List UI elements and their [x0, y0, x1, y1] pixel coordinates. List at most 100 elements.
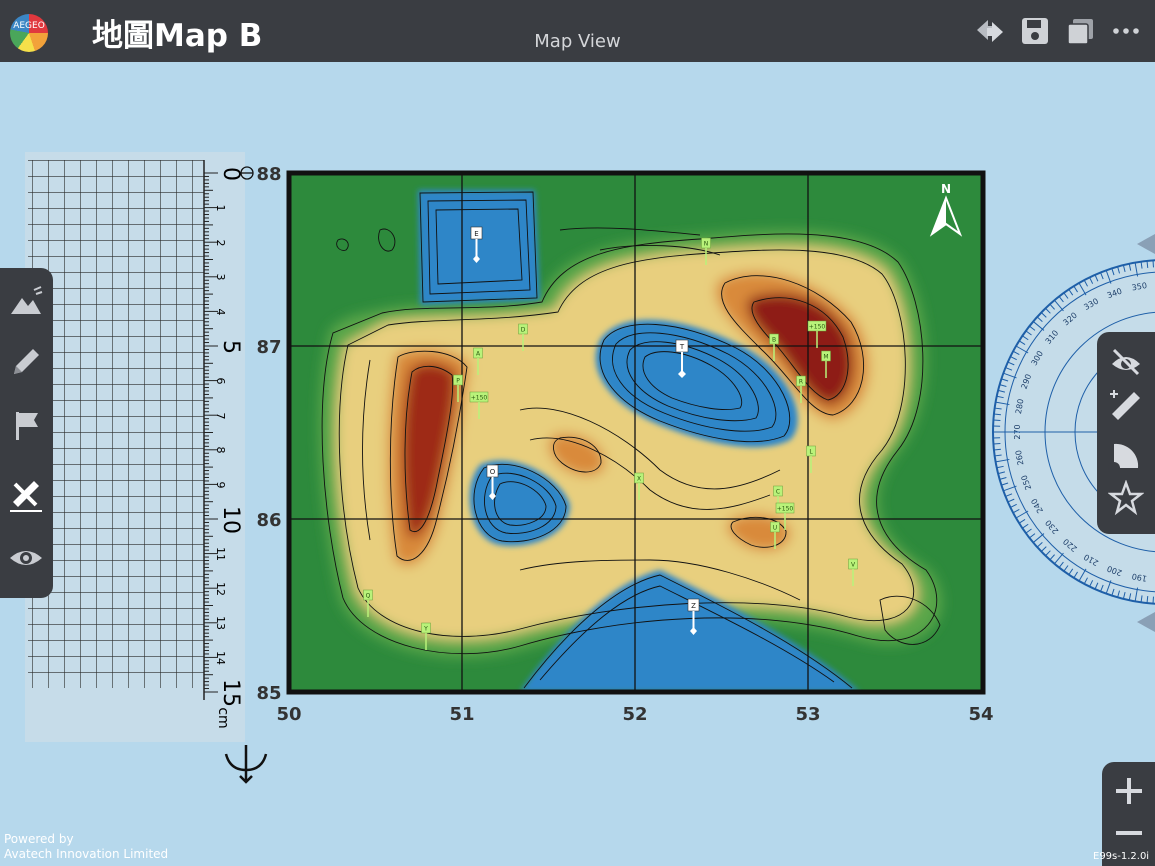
map-marker[interactable]: O	[486, 464, 499, 500]
protractor-tick	[1083, 279, 1088, 287]
map-marker-green[interactable]: P	[453, 374, 463, 402]
eye-hide-icon[interactable]	[1108, 342, 1144, 378]
protractor-tick	[1063, 292, 1069, 299]
protractor-tick	[996, 465, 1004, 469]
protractor-tick	[1122, 591, 1126, 600]
protractor-rotate-down-icon[interactable]	[1137, 612, 1155, 632]
map-marker-green[interactable]: B	[769, 333, 779, 361]
ruler-rotate-handle[interactable]	[240, 166, 254, 180]
y-label-87: 87	[256, 337, 281, 358]
map-marker-green[interactable]: D	[518, 323, 528, 351]
more-icon[interactable]	[1111, 16, 1141, 46]
view-title: Map View	[534, 31, 621, 52]
ruler-minor-9: 9	[214, 482, 227, 489]
protractor-label: 280	[1014, 398, 1026, 415]
page-title: 地圖Map B	[92, 18, 263, 54]
map-marker[interactable]: T	[675, 339, 689, 378]
marker-label: E	[474, 230, 478, 238]
upload-download-icon[interactable]	[975, 16, 1005, 46]
map-marker[interactable]: E	[470, 226, 483, 263]
ruler-minor-3: 3	[214, 274, 227, 281]
ruler-label-15: 15	[218, 679, 243, 707]
protractor-tick	[999, 384, 1007, 388]
green-markers[interactable]: N D A P +150 +150 M R B L X C +150 U V Q Y	[363, 237, 858, 650]
protractor-tick	[1111, 588, 1115, 596]
x-label-50: 50	[276, 704, 301, 725]
protractor-tick	[1029, 325, 1036, 331]
zoom-out-button[interactable]	[1112, 816, 1146, 850]
protractor-tick	[1111, 268, 1115, 276]
map-marker-green[interactable]: X	[634, 472, 644, 500]
ruler-minor-labels: 1 2 3 4 6 7 8 9 11 12 13 14	[214, 205, 227, 666]
protractor-tick	[994, 454, 1002, 457]
map-marker-green[interactable]: N	[701, 237, 711, 265]
map-marker-green[interactable]: L	[806, 445, 816, 473]
north-label: N	[941, 182, 951, 196]
protractor-tick	[1100, 584, 1104, 592]
layers-icon[interactable]	[1065, 16, 1095, 46]
protractor-tick	[1128, 593, 1132, 601]
marker-label: C	[776, 489, 780, 496]
map-marker-green[interactable]: V	[848, 558, 858, 586]
protractor-tick	[995, 458, 1010, 463]
ruler-minor-2: 2	[214, 240, 227, 247]
star-icon[interactable]	[1108, 480, 1144, 516]
pencil-icon[interactable]	[8, 344, 44, 380]
map-marker-green[interactable]: Y	[421, 622, 431, 650]
ruler-label-10: 10	[218, 506, 243, 534]
marker-label: P	[456, 378, 460, 385]
protractor-tick	[1078, 568, 1087, 582]
protractor-label: 190	[1131, 572, 1148, 584]
map-marker-green[interactable]: U	[770, 521, 780, 549]
protractor-rotate-up-icon[interactable]	[1137, 234, 1155, 254]
protractor-tick	[1036, 542, 1043, 548]
north-arrow: N	[929, 182, 963, 237]
protractor-tick	[1025, 330, 1032, 336]
topographic-map[interactable]: N 50 51 52 53 54 88 87 86 85 E	[256, 164, 993, 725]
protractor-tick	[1146, 596, 1149, 604]
ruler-grid	[28, 160, 204, 688]
eye-icon[interactable]	[8, 540, 44, 576]
map-marker-green[interactable]: Q	[363, 589, 373, 617]
marker-label: Q	[366, 593, 371, 600]
protractor-tick	[1054, 552, 1064, 565]
save-icon[interactable]	[1020, 16, 1050, 46]
x-label-54: 54	[968, 704, 993, 725]
protractor-tick	[1089, 580, 1094, 587]
left-toolbar	[0, 268, 53, 598]
protractor-tick	[1012, 509, 1020, 514]
marker-label: R	[799, 379, 803, 386]
map-marker-green[interactable]: R	[796, 375, 806, 403]
protractor-tick	[1007, 498, 1015, 503]
terrain-icon[interactable]	[8, 284, 44, 320]
protractor-tick	[1032, 533, 1045, 543]
marker-label: U	[773, 525, 777, 532]
protractor-tick	[1134, 587, 1139, 602]
marker-label: L	[809, 449, 813, 456]
version-label: E99s-1.2.0i	[1093, 851, 1150, 862]
map-marker-green[interactable]: M	[821, 350, 831, 378]
marker-label: +150	[777, 506, 794, 513]
flag-icon[interactable]	[8, 408, 44, 444]
protractor-tick	[1015, 510, 1029, 519]
marker-label: +150	[471, 395, 488, 402]
map-marker-green[interactable]: +150	[807, 320, 827, 348]
protractor-tick	[1007, 361, 1015, 366]
protractor-tick	[999, 476, 1007, 480]
protractor-label: 260	[1014, 449, 1026, 466]
protractor-tick	[1117, 266, 1121, 274]
zoom-in-button[interactable]	[1112, 774, 1146, 808]
map-marker-green[interactable]: A	[473, 347, 483, 375]
ruler-icon[interactable]	[1108, 388, 1144, 424]
ruler[interactable]: 0 5 10 15 1 2 3 4 6 7 8 9 11 12 13 14 cm	[25, 152, 268, 784]
ruler-move-handle[interactable]	[224, 745, 268, 784]
protractor-icon[interactable]	[1108, 434, 1144, 470]
protractor-tick	[1022, 523, 1029, 529]
map-marker-green[interactable]: +150	[775, 502, 795, 530]
ruler-tools-icon[interactable]	[8, 476, 44, 512]
protractor-tick	[1040, 546, 1047, 552]
white-markers[interactable]: E T O Z	[470, 226, 700, 635]
map-marker-green[interactable]: +150	[469, 391, 489, 419]
map-marker[interactable]: Z	[687, 598, 700, 635]
